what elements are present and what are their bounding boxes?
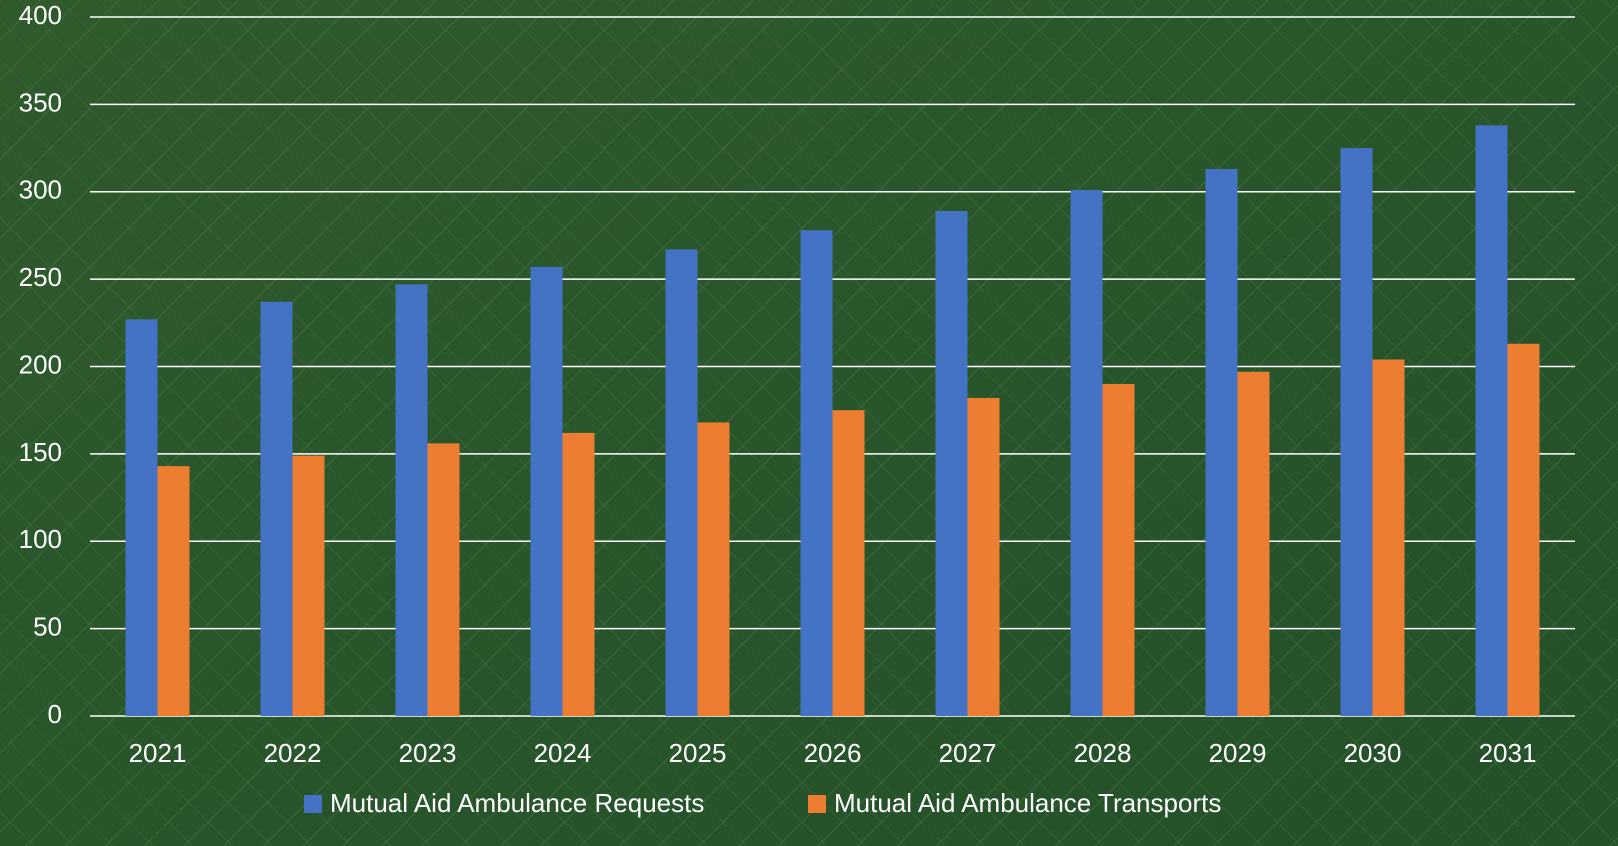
bar <box>665 249 698 717</box>
bar <box>1102 383 1135 716</box>
bar <box>1372 359 1405 716</box>
y-tick-label: 300 <box>19 175 62 205</box>
x-tick-label: 2027 <box>939 738 997 768</box>
y-tick-label: 50 <box>33 612 62 642</box>
x-tick-label: 2025 <box>669 738 727 768</box>
bar <box>562 432 595 716</box>
bar <box>530 266 563 716</box>
bar <box>1340 148 1373 716</box>
bar <box>125 319 158 716</box>
x-tick-label: 2023 <box>399 738 457 768</box>
bar <box>427 443 460 716</box>
bar <box>967 397 1000 716</box>
y-tick-label: 150 <box>19 437 62 467</box>
x-tick-label: 2029 <box>1209 738 1267 768</box>
y-tick-label: 200 <box>19 349 62 379</box>
x-tick-label: 2024 <box>534 738 592 768</box>
y-tick-label: 400 <box>19 0 62 30</box>
legend-swatch <box>304 795 322 813</box>
bar <box>1237 371 1270 716</box>
x-tick-label: 2031 <box>1479 738 1537 768</box>
bar <box>935 210 968 716</box>
bar <box>1475 125 1508 717</box>
bar <box>1507 343 1540 716</box>
legend-label: Mutual Aid Ambulance Transports <box>834 788 1221 818</box>
y-tick-label: 250 <box>19 262 62 292</box>
bar <box>1205 169 1238 717</box>
y-tick-label: 100 <box>19 524 62 554</box>
bar <box>395 284 428 716</box>
bar <box>832 410 865 716</box>
x-tick-label: 2028 <box>1074 738 1132 768</box>
bar <box>800 230 833 716</box>
bar <box>292 455 325 716</box>
bar <box>157 466 190 716</box>
y-tick-label: 0 <box>48 699 62 729</box>
bar <box>697 422 730 716</box>
y-tick-label: 350 <box>19 87 62 117</box>
x-tick-label: 2030 <box>1344 738 1402 768</box>
x-tick-label: 2026 <box>804 738 862 768</box>
bar <box>260 301 293 716</box>
x-tick-label: 2021 <box>129 738 187 768</box>
legend-swatch <box>808 795 826 813</box>
x-tick-label: 2022 <box>264 738 322 768</box>
bar <box>1070 190 1103 716</box>
legend-label: Mutual Aid Ambulance Requests <box>330 788 704 818</box>
